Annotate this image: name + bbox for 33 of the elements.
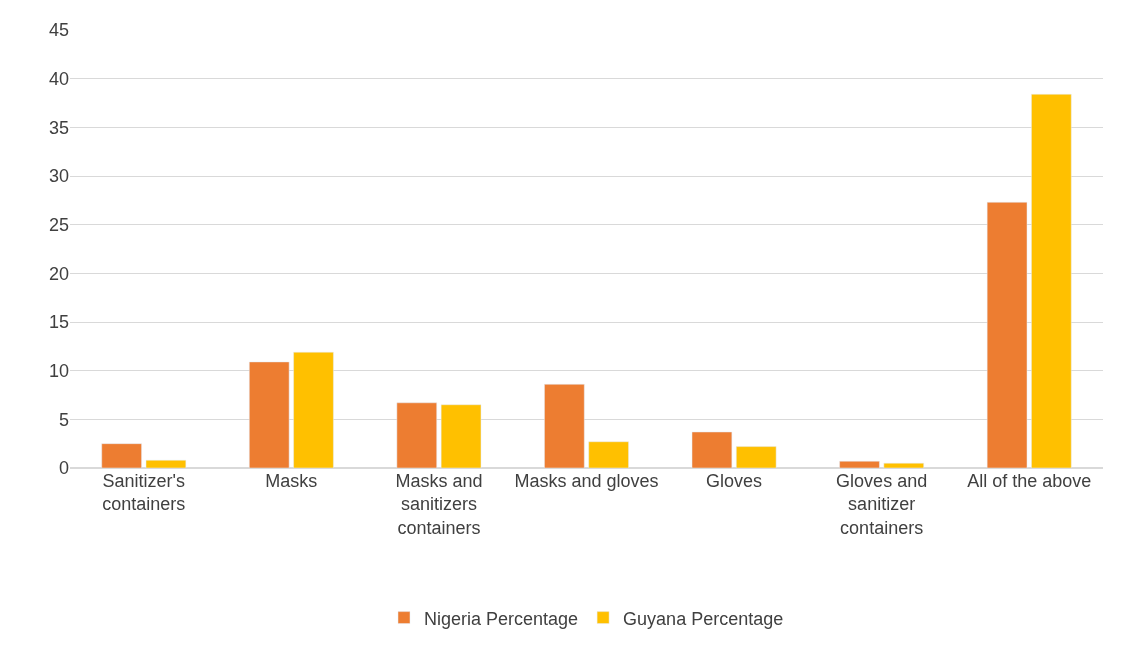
y-tick-label: 40 [48, 68, 69, 89]
x-tick-label: All of the above [967, 471, 1092, 491]
y-tick-label: 25 [48, 214, 69, 235]
legend-label: Guyana Percentage [623, 608, 784, 629]
y-tick-label: 5 [58, 409, 69, 430]
bar [293, 351, 334, 468]
bar [544, 384, 585, 468]
y-tick-label: 0 [58, 458, 69, 479]
bar [396, 402, 437, 468]
x-tick-label: Masks and sanitizers containers [395, 471, 483, 538]
bar [986, 202, 1028, 468]
y-tick-label: 45 [48, 20, 69, 41]
bar [736, 446, 777, 468]
y-tick-label: 10 [48, 360, 69, 381]
bar [883, 462, 924, 468]
bar [839, 460, 880, 468]
bar [249, 361, 290, 468]
bar [101, 443, 142, 468]
bar [145, 459, 187, 468]
x-tick-label: Gloves [706, 471, 763, 491]
x-tick-label: Masks and gloves [514, 471, 659, 491]
bar [588, 441, 629, 468]
y-tick-label: 15 [48, 312, 69, 333]
y-tick-label: 20 [48, 263, 69, 284]
bar [1031, 93, 1072, 468]
x-tick-label: Masks [265, 471, 318, 491]
x-tick-label: Sanitizer's containers [102, 471, 186, 515]
bar [440, 404, 482, 468]
legend-label: Nigeria Percentage [424, 608, 579, 629]
x-tick-label: Gloves and sanitizer containers [836, 471, 928, 538]
y-tick-label: 30 [48, 166, 69, 187]
y-tick-label: 35 [48, 117, 69, 138]
bar [691, 431, 733, 468]
